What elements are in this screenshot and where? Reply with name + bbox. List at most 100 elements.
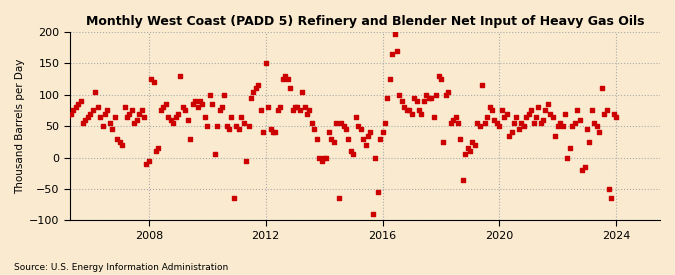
Point [523,111,534,116]
Point [143,158,154,163]
Point [161,102,171,106]
Point [90,89,101,94]
Point [146,77,157,81]
Point [190,99,200,103]
Point [270,130,281,135]
Point [494,124,505,128]
Point [367,212,378,216]
Point [460,152,470,156]
Point [406,111,417,116]
Point [506,130,517,135]
Point [392,49,402,53]
Point [302,111,313,116]
Point [219,93,230,97]
Point [560,111,570,116]
Point [511,114,522,119]
Point [58,162,69,166]
Point [250,86,261,91]
Point [231,124,242,128]
Point [290,105,300,109]
Point [555,121,566,125]
Point [333,196,344,200]
Point [475,124,485,128]
Point [479,121,490,125]
Point [584,140,595,144]
Point [489,118,500,122]
Point [314,155,325,160]
Point [136,108,147,113]
Point [446,121,456,125]
Point [265,127,276,131]
Point [221,124,232,128]
Point [377,130,388,135]
Point [204,93,215,97]
Point [382,96,393,100]
Point [379,121,390,125]
Point [234,127,244,131]
Point [458,177,468,182]
Point [423,96,434,100]
Point [576,168,587,172]
Point [126,108,137,113]
Point [387,52,398,56]
Point [73,102,84,106]
Point [319,155,329,160]
Point [277,77,288,81]
Point [236,114,247,119]
Point [243,124,254,128]
Point [292,105,302,109]
Point [76,99,86,103]
Point [156,108,167,113]
Point [482,114,493,119]
Point [70,105,81,109]
Point [82,114,93,119]
Point [579,165,590,169]
Point [173,111,184,116]
Point [273,108,284,113]
Point [596,86,607,91]
Point [165,118,176,122]
Point [472,121,483,125]
Point [441,93,452,97]
Point [258,130,269,135]
Point [105,121,115,125]
Point [185,136,196,141]
Point [414,108,425,113]
Point [375,136,385,141]
Point [141,162,152,166]
Point [514,127,524,131]
Point [358,136,369,141]
Point [438,140,449,144]
Point [533,105,543,109]
Point [85,111,96,116]
Point [360,143,371,147]
Point [341,127,352,131]
Point [280,74,291,78]
Point [343,136,354,141]
Point [267,130,278,135]
Point [394,93,405,97]
Point [241,158,252,163]
Point [87,108,98,113]
Point [331,121,342,125]
Point [287,108,298,113]
Point [538,118,549,122]
Point [362,133,373,138]
Point [416,111,427,116]
Point [516,121,526,125]
Point [487,108,497,113]
Point [238,121,249,125]
Point [582,127,593,131]
Point [112,136,123,141]
Point [408,96,419,100]
Point [450,114,461,119]
Point [299,105,310,109]
Point [114,140,125,144]
Point [526,108,537,113]
Point [122,114,132,119]
Point [214,108,225,113]
Point [200,114,211,119]
Point [65,111,76,116]
Y-axis label: Thousand Barrels per Day: Thousand Barrels per Day [15,59,25,194]
Point [346,149,356,153]
